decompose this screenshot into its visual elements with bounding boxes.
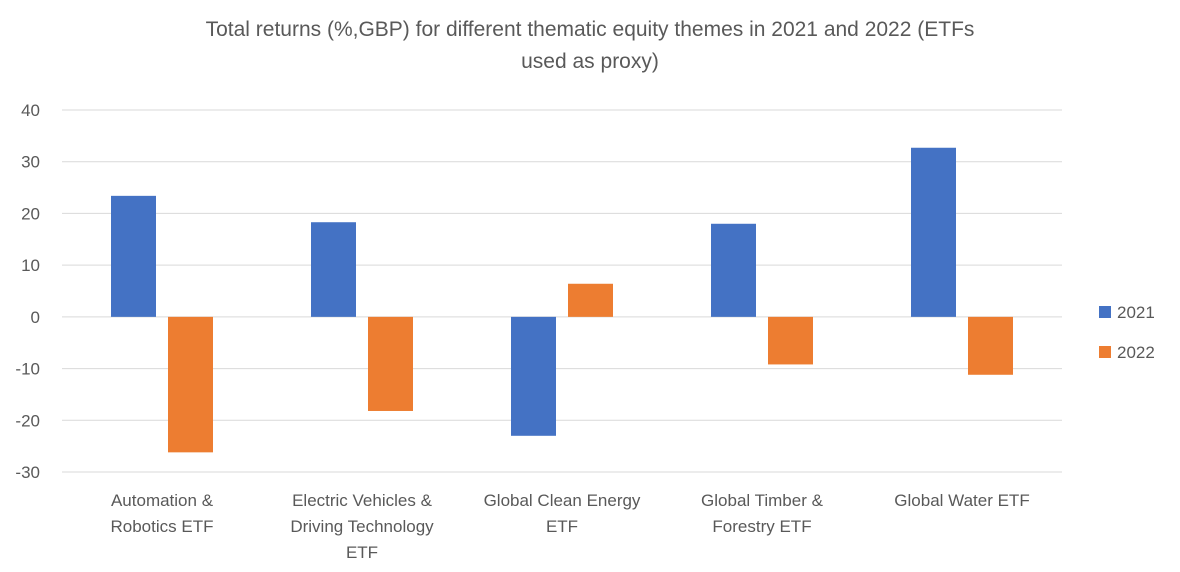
legend-swatch-2022 (1099, 346, 1111, 358)
bar-2021-0 (111, 195, 156, 317)
x-category-label-line: Global Water ETF (894, 491, 1029, 510)
bar-2021-3 (711, 223, 756, 317)
y-tick-label: 40 (21, 101, 40, 120)
x-category-label-line: ETF (546, 517, 578, 536)
bar-2022-1 (368, 316, 413, 411)
chart-title-line-1: Total returns (%,GBP) for different them… (205, 18, 975, 41)
x-category-label: Automation & Robotics ETF (111, 491, 214, 536)
bar-2022-0 (168, 316, 213, 453)
x-category-label-line: ETF (346, 543, 378, 562)
bar-2021-4 (911, 147, 956, 317)
x-category-label-line: Automation & (111, 491, 214, 510)
bar-2021-1 (311, 222, 356, 317)
x-category-label-line: Driving Technology (290, 517, 434, 536)
x-category-label-line: Electric Vehicles & (292, 491, 432, 510)
x-category-label-line: Global Timber & (701, 491, 824, 510)
y-axis-ticks: 40 30 20 10 0 -10 -20 -30 (15, 101, 40, 482)
bar-2022-2 (568, 283, 613, 317)
x-axis-category-labels: Automation & Robotics ETF Electric Vehicle… (111, 491, 1030, 562)
bar-2021-2 (511, 316, 556, 436)
y-tick-label: -20 (15, 411, 40, 430)
legend-swatch-2021 (1099, 306, 1111, 318)
gridlines (62, 109, 1062, 473)
legend: 2021 2022 (1099, 303, 1155, 362)
legend-label-2022: 2022 (1117, 343, 1155, 362)
x-category-label-line: Global Clean Energy (484, 491, 641, 510)
y-tick-label: 30 (21, 153, 40, 172)
x-category-label: Global Clean Energy ETF (484, 491, 641, 536)
chart-title-line-2: used as proxy) (521, 50, 659, 73)
legend-label-2021: 2021 (1117, 303, 1155, 322)
x-category-label: Global Timber & Forestry ETF (701, 491, 824, 536)
y-tick-label: -10 (15, 360, 40, 379)
chart-title: Total returns (%,GBP) for different them… (0, 14, 1180, 78)
x-category-label: Global Water ETF (894, 491, 1029, 510)
bars (111, 147, 1013, 453)
y-tick-label: 0 (31, 308, 40, 327)
bar-2022-3 (768, 316, 813, 365)
y-tick-label: 20 (21, 204, 40, 223)
x-category-label-line: Robotics ETF (111, 517, 214, 536)
x-category-label: Electric Vehicles & Driving Technology ETF (290, 491, 434, 562)
bar-2022-4 (968, 316, 1013, 375)
x-category-label-line: Forestry ETF (712, 517, 811, 536)
y-tick-label: 10 (21, 256, 40, 275)
y-tick-label: -30 (15, 463, 40, 482)
